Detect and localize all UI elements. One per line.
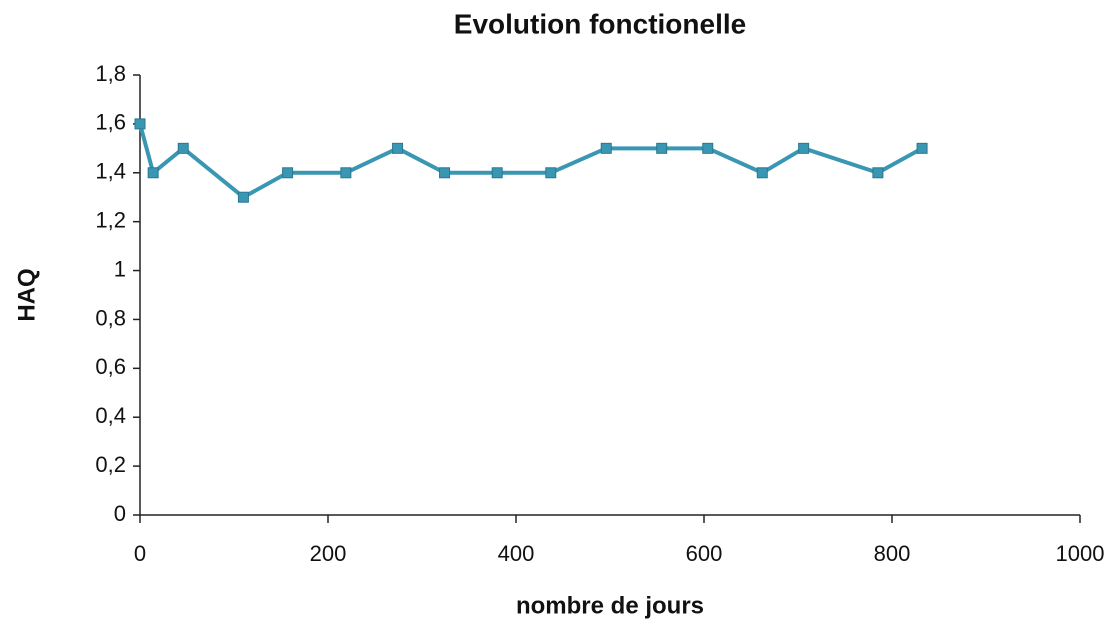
data-point (282, 167, 294, 179)
x-tick-label: 800 (874, 541, 911, 566)
data-point (491, 167, 503, 179)
data-point (656, 142, 668, 154)
x-tick-label: 0 (134, 541, 146, 566)
data-point (392, 142, 404, 154)
data-point (147, 167, 159, 179)
y-tick-label: 1,4 (95, 159, 126, 184)
chart-title: Evolution fonctionelle (454, 8, 746, 39)
y-tick-label: 0,6 (95, 354, 126, 379)
data-point (756, 167, 768, 179)
data-point (702, 142, 714, 154)
data-point (798, 142, 810, 154)
y-tick-label: 1,2 (95, 207, 126, 232)
y-tick-label: 1,8 (95, 61, 126, 86)
data-point (600, 142, 612, 154)
y-tick-label: 0,4 (95, 403, 126, 428)
y-axis-label: HAQ (13, 268, 40, 321)
data-line (138, 123, 924, 200)
data-point (340, 167, 352, 179)
x-tick-label: 1000 (1056, 541, 1105, 566)
x-axis-label: nombre de jours (516, 592, 704, 619)
y-tick-label: 1 (114, 256, 126, 281)
y-tick-label: 0,8 (95, 305, 126, 330)
x-tick-label: 600 (686, 541, 723, 566)
y-tick-label: 1,6 (95, 110, 126, 135)
data-point (237, 191, 249, 203)
data-point (872, 167, 884, 179)
data-point (916, 142, 928, 154)
data-point (439, 167, 451, 179)
data-point (134, 118, 146, 130)
x-tick-label: 200 (310, 541, 347, 566)
y-tick-label: 0,2 (95, 452, 126, 477)
data-point (545, 167, 557, 179)
y-tick-label: 0 (114, 501, 126, 526)
x-tick-label: 400 (498, 541, 535, 566)
data-point (177, 142, 189, 154)
